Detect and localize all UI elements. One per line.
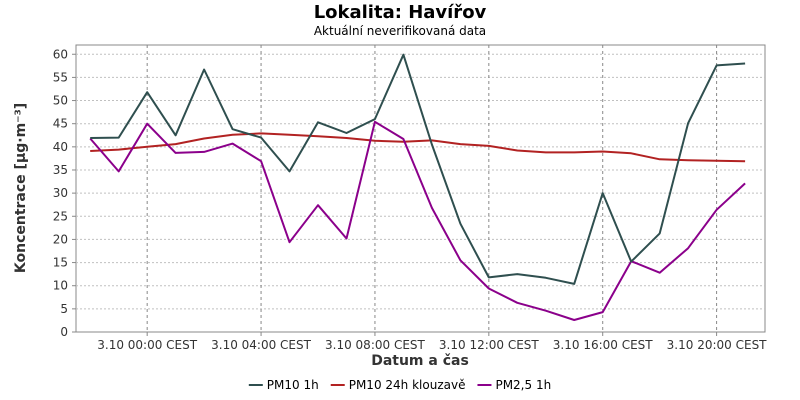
x-tick-label: 3.10 16:00 CEST <box>553 338 654 352</box>
y-tick-label: 45 <box>53 117 68 131</box>
y-tick-label: 55 <box>53 70 68 84</box>
y-tick-label: 20 <box>53 232 68 246</box>
x-axis: 3.10 00:00 CEST 3.10 04:00 CEST 3.10 08:00… <box>97 332 767 352</box>
legend-label: PM10 24h klouzavě <box>349 378 466 392</box>
y-tick-label: 30 <box>53 186 68 200</box>
legend-label: PM2,5 1h <box>495 378 551 392</box>
y-tick-label: 10 <box>53 279 68 293</box>
y-tick-label: 40 <box>53 140 68 154</box>
x-tick-label: 3.10 20:00 CEST <box>667 338 768 352</box>
chart-title: Lokalita: Havířov <box>314 2 487 23</box>
legend-label: PM10 1h <box>267 378 319 392</box>
x-tick-label: 3.10 12:00 CEST <box>439 338 540 352</box>
y-tick-label: 15 <box>53 256 68 270</box>
x-tick-label: 3.10 04:00 CEST <box>211 338 312 352</box>
series-line-0 <box>90 53 746 285</box>
y-tick-label: 25 <box>53 209 68 223</box>
legend: PM10 1h PM10 24h klouzavě PM2,5 1h <box>248 378 551 392</box>
y-axis: 0 5 10 15 20 25 30 35 40 45 50 55 60 <box>53 47 76 339</box>
grid <box>76 45 765 332</box>
series-layer <box>89 53 746 321</box>
y-tick-label: 50 <box>53 94 68 108</box>
x-axis-label: Datum a čas <box>371 353 469 369</box>
series-line-2 <box>89 120 746 321</box>
y-axis-label: Koncentrace [µg·m⁻³] <box>13 103 29 273</box>
y-tick-label: 60 <box>53 47 68 61</box>
y-tick-label: 5 <box>60 302 68 316</box>
x-tick-label: 3.10 00:00 CEST <box>97 338 198 352</box>
y-tick-label: 35 <box>53 163 68 177</box>
series-line-1 <box>90 132 746 163</box>
y-tick-label: 0 <box>60 325 68 339</box>
x-tick-label: 3.10 08:00 CEST <box>325 338 426 352</box>
chart-subtitle: Aktuální neverifikovaná data <box>314 24 486 38</box>
plot-area <box>75 44 766 333</box>
